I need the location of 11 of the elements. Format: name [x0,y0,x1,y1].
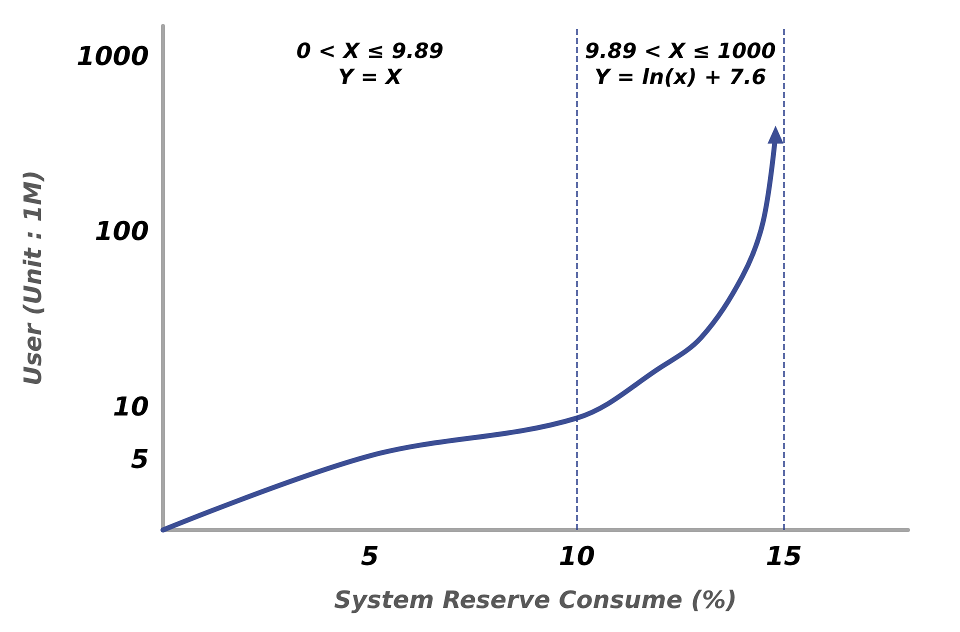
y-tick-label: 10 [112,392,149,422]
x-axis-title: System Reserve Consume (%) [334,586,737,614]
y-axis-title: User (Unit : 1M) [19,170,47,386]
y-tick-label: 100 [94,217,149,248]
y-tick-label: 5 [130,445,149,476]
x-tick-label: 5 [360,542,379,572]
x-tick-label: 10 [558,542,595,572]
y-tick-label: 1000 [76,42,149,72]
annotation: 0 < X ≤ 9.89 Y = X [296,39,444,89]
x-tick-label: 15 [766,542,802,572]
annotation: 9.89 < X ≤ 1000 Y = ln(x) + 7.6 [584,39,776,89]
